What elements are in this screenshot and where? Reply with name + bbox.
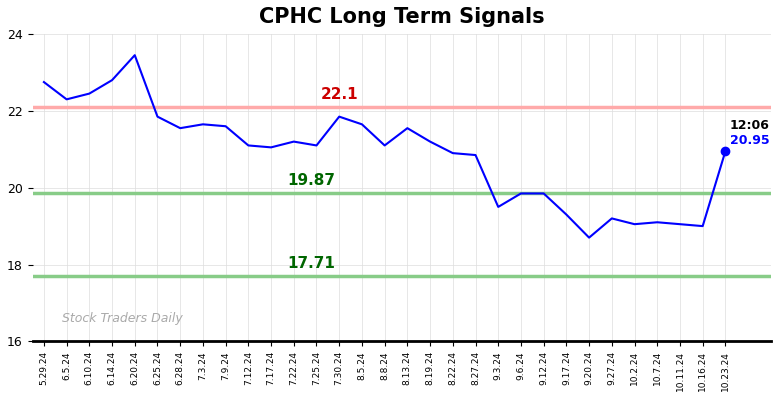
Text: 19.87: 19.87 xyxy=(288,173,336,188)
Title: CPHC Long Term Signals: CPHC Long Term Signals xyxy=(259,7,545,27)
Text: 20.95: 20.95 xyxy=(730,135,770,147)
Text: 17.71: 17.71 xyxy=(288,256,336,271)
Text: 12:06: 12:06 xyxy=(730,119,770,132)
Text: 22.1: 22.1 xyxy=(321,88,358,102)
Text: Stock Traders Daily: Stock Traders Daily xyxy=(62,312,183,325)
